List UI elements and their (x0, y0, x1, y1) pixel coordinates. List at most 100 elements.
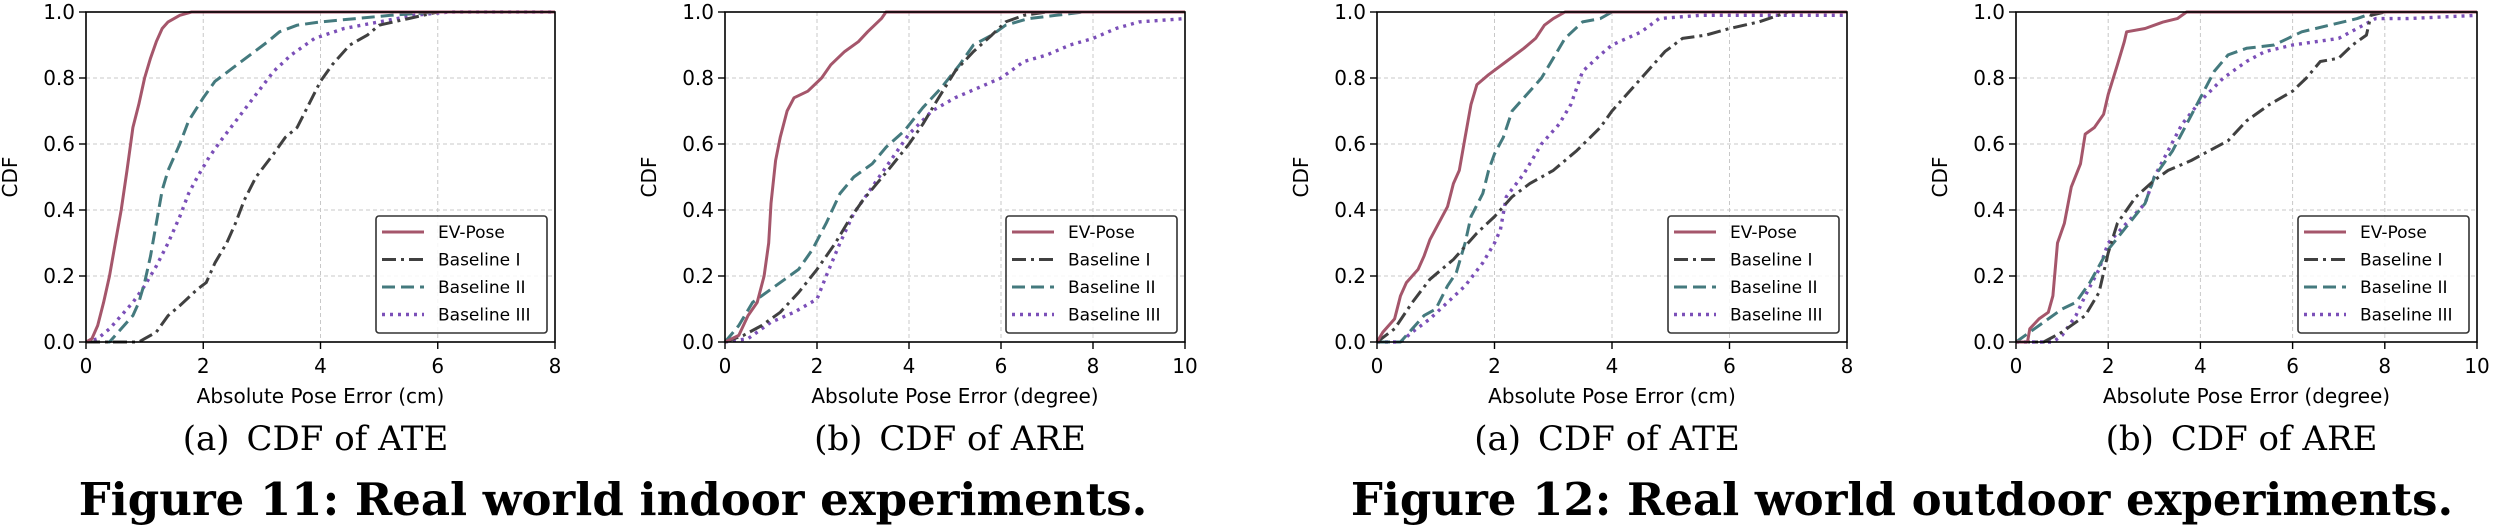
series-line-baseline-iii (85, 10, 555, 344)
series-line-baseline-iii (724, 16, 1186, 344)
y-tick-label: 0.0 (1973, 330, 2005, 354)
y-axis-label: CDF (1928, 157, 1952, 198)
y-tick-label: 1.0 (1334, 0, 1366, 24)
legend-label: Baseline I (2360, 251, 2443, 271)
legend-label: Baseline III (2360, 306, 2453, 326)
legend-label: EV-Pose (1068, 223, 1135, 243)
series-line-baseline-ii (723, 10, 1185, 343)
x-tick-label: 8 (1841, 354, 1854, 378)
legend: EV-Pose Baseline I Baseline II Baseline III (2297, 215, 2470, 334)
y-tick-label: 0.4 (43, 198, 75, 222)
x-tick-label: 0 (719, 354, 732, 378)
y-tick-label: 0.0 (43, 330, 75, 354)
y-tick-label: 0.0 (682, 330, 714, 354)
legend-label: Baseline II (438, 278, 526, 298)
plot-frame (724, 11, 1186, 343)
series-line-baseline-ii (1377, 10, 1847, 344)
legend-label: EV-Pose (1730, 223, 1797, 243)
x-tick-label: 8 (2378, 354, 2391, 378)
y-tick-label: 1.0 (43, 0, 75, 24)
y-tick-label: 0.8 (43, 66, 75, 90)
series-line-ev-pose (85, 10, 555, 344)
chart-panel-1: 0 2 4 6 8 10 0.0 0.2 0.4 0.6 0.8 1.0 Absolute Pose E… (637, 0, 1198, 459)
series-line-ev-pose (1375, 10, 1847, 343)
legend-label: Baseline III (1730, 306, 1823, 326)
series-line-baseline-iii (1377, 13, 1847, 344)
x-tick-label: 2 (1488, 354, 1501, 378)
x-axis-label: Absolute Pose Error (degree) (2103, 384, 2390, 408)
legend-label: Baseline I (1730, 251, 1813, 271)
y-tick-label: 0.6 (682, 132, 714, 156)
y-tick-label: 0.2 (43, 264, 75, 288)
legend: EV-Pose Baseline I Baseline II Baseline III (1005, 215, 1178, 334)
subfigure-caption: (a) CDF of ATE (183, 419, 449, 459)
series-line-baseline-i (86, 10, 555, 344)
x-tick-label: 2 (197, 354, 210, 378)
series-line-ev-pose (2016, 10, 2477, 344)
chart-panel-2: 0 2 4 6 8 0.0 0.2 0.4 0.6 0.8 1.0 Absolute Pose Err… (1289, 0, 1853, 459)
chart-panel-0: 0 2 4 6 8 0.0 0.2 0.4 0.6 0.8 1.0 Absolute Pose Err… (0, 0, 561, 459)
y-axis-label: CDF (0, 157, 22, 198)
x-tick-label: 6 (1723, 354, 1736, 378)
legend: EV-Pose Baseline I Baseline II Baseline III (1667, 215, 1840, 334)
legend-label: Baseline III (1068, 306, 1161, 326)
legend-label: Baseline II (2360, 278, 2448, 298)
legend: EV-Pose Baseline I Baseline II Baseline III (375, 215, 548, 334)
y-tick-label: 0.4 (1973, 198, 2005, 222)
x-tick-label: 0 (1371, 354, 1384, 378)
x-tick-label: 2 (2102, 354, 2115, 378)
figure-11-caption: Figure 11: Real world indoor experiments… (79, 473, 1148, 526)
x-tick-label: 10 (2464, 354, 2489, 378)
x-tick-label: 4 (314, 354, 327, 378)
y-tick-label: 0.2 (682, 264, 714, 288)
y-tick-label: 1.0 (1973, 0, 2005, 24)
series-line-baseline-i (1376, 10, 1847, 344)
x-tick-label: 8 (549, 354, 562, 378)
legend-label: EV-Pose (438, 223, 505, 243)
subfigure-caption: (b) CDF of ARE (814, 419, 1086, 459)
legend-label: Baseline I (1068, 251, 1151, 271)
x-tick-label: 2 (811, 354, 824, 378)
legend-label: Baseline II (1068, 278, 1156, 298)
y-tick-label: 0.2 (1334, 264, 1366, 288)
x-tick-label: 4 (2194, 354, 2207, 378)
legend-box (1667, 215, 1840, 334)
legend-label: Baseline II (1730, 278, 1818, 298)
plot-frame (2015, 11, 2478, 343)
y-tick-label: 0.6 (1334, 132, 1366, 156)
x-tick-label: 0 (80, 354, 93, 378)
x-tick-label: 6 (2286, 354, 2299, 378)
series-line-baseline-ii (2015, 10, 2477, 344)
y-tick-label: 0.6 (43, 132, 75, 156)
figure-12-caption: Figure 12: Real world outdoor experiment… (1351, 473, 2453, 526)
series-line-baseline-ii (86, 10, 555, 344)
x-tick-label: 10 (1172, 354, 1197, 378)
series-line-baseline-i (2016, 10, 2477, 344)
x-axis-label: Absolute Pose Error (cm) (197, 384, 445, 408)
legend-label: Baseline I (438, 251, 521, 271)
subfigure-caption: (b) CDF of ARE (2106, 419, 2378, 459)
y-axis-label: CDF (637, 157, 661, 198)
y-tick-label: 0.8 (682, 66, 714, 90)
y-tick-label: 1.0 (682, 0, 714, 24)
y-tick-label: 0.8 (1334, 66, 1366, 90)
y-tick-label: 0.6 (1973, 132, 2005, 156)
y-tick-label: 0.4 (682, 198, 714, 222)
y-tick-label: 0.2 (1973, 264, 2005, 288)
legend-box (1005, 215, 1178, 334)
legend-box (375, 215, 548, 334)
series-line-ev-pose (724, 10, 1185, 344)
series-line-baseline-i (724, 10, 1185, 344)
x-tick-label: 4 (1606, 354, 1619, 378)
legend-label: Baseline III (438, 306, 531, 326)
y-tick-label: 0.8 (1973, 66, 2005, 90)
x-tick-label: 6 (431, 354, 444, 378)
legend-box (2297, 215, 2470, 334)
x-axis-label: Absolute Pose Error (degree) (811, 384, 1098, 408)
x-tick-label: 8 (1087, 354, 1100, 378)
y-axis-label: CDF (1289, 157, 1313, 198)
x-tick-label: 6 (995, 354, 1008, 378)
x-tick-label: 0 (2010, 354, 2023, 378)
y-tick-label: 0.0 (1334, 330, 1366, 354)
